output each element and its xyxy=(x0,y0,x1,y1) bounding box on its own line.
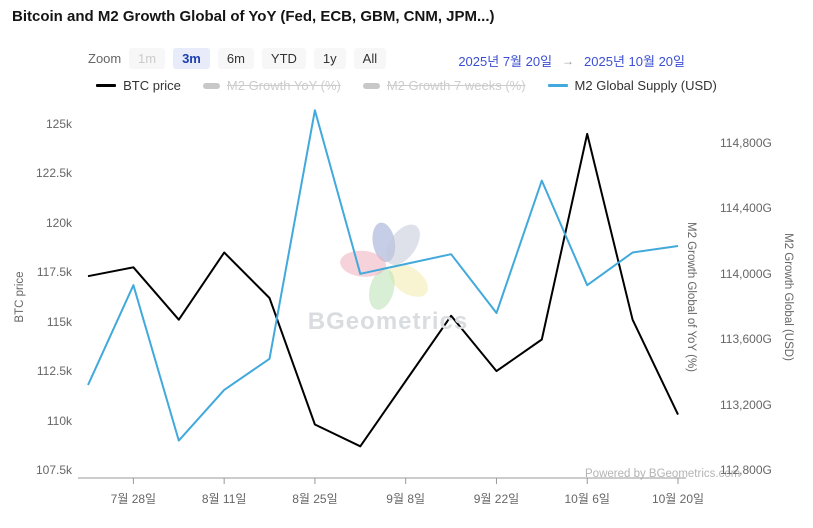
right-axis-usd-title: M2 Growth Global (USD) xyxy=(782,233,794,361)
x-axis-tick-label: 10월 6일 xyxy=(564,492,610,506)
left-axis-tick-label: 115k xyxy=(46,314,72,329)
left-axis-tick-label: 117.5k xyxy=(36,265,72,280)
range-buttons: 1m 3m 6m YTD 1y All xyxy=(129,48,387,69)
right-axis-yoy-title: M2 Growth Global of YoY (%) xyxy=(685,222,697,372)
legend-item-m2-growth-7-weeks[interactable]: M2 Growth 7 weeks (%) xyxy=(362,78,526,93)
x-axis-tick-label: 9월 22일 xyxy=(473,492,520,506)
x-axis-tick-label: 10월 20일 xyxy=(651,492,705,506)
left-axis-tick-label: 125k xyxy=(45,117,72,131)
range-button-3m[interactable]: 3m xyxy=(173,48,210,69)
left-axis-tick-label: 120k xyxy=(45,215,72,230)
date-to[interactable]: 2025년 10월 20일 xyxy=(584,54,685,69)
legend-item-m2-global-supply-usd[interactable]: M2 Global Supply (USD) xyxy=(547,78,717,93)
chart-title: Bitcoin and M2 Growth Global of YoY (Fed… xyxy=(12,8,495,25)
legend-label: M2 Growth 7 weeks (%) xyxy=(386,78,526,93)
legend-label: BTC price xyxy=(123,78,181,93)
legend-marker-icon xyxy=(96,84,117,87)
range-button-all[interactable]: All xyxy=(353,48,387,69)
btc-price-line xyxy=(87,132,679,448)
x-axis-tick-label: 8월 11일 xyxy=(201,492,247,506)
right-axis-tick-label: 114,800G xyxy=(720,136,772,150)
left-axis-tick-label: 112.5k xyxy=(36,364,72,379)
range-button-ytd[interactable]: YTD xyxy=(261,48,306,69)
watermark-text: BGeometrics xyxy=(307,308,469,335)
range-button-6m[interactable]: 6m xyxy=(217,48,254,69)
range-button-1m: 1m xyxy=(129,48,166,69)
legend-item-m2-growth-yoy[interactable]: M2 Growth YoY (%) xyxy=(202,78,341,93)
legend-marker-icon xyxy=(202,82,220,89)
legend-label: M2 Global Supply (USD) xyxy=(574,78,717,93)
right-axis-tick-label: 112,800G xyxy=(720,463,772,477)
powered-by[interactable]: Powered by BGeometrics.com xyxy=(585,468,741,480)
x-axis-tick-label: 9월 8일 xyxy=(386,492,426,506)
left-axis-tick-label: 107.5k xyxy=(35,463,72,477)
m2-global-supply-usd-line xyxy=(87,109,679,442)
legend: BTC price M2 Growth YoY (%) M2 Growth 7 we… xyxy=(0,78,813,93)
legend-marker-icon xyxy=(547,84,568,87)
zoom-label: Zoom xyxy=(88,51,122,66)
right-axis-tick-label: 113,600G xyxy=(720,332,772,347)
x-axis-tick-label: 7월 28일 xyxy=(110,492,157,506)
right-axis-tick-label: 114,000G xyxy=(720,266,772,281)
left-axis-tick-label: 110k xyxy=(46,413,72,428)
legend-item-btc-price[interactable]: BTC price xyxy=(96,78,181,93)
range-button-1y[interactable]: 1y xyxy=(313,48,346,69)
arrow-right-icon: → xyxy=(562,53,575,68)
right-axis-tick-label: 114,400G xyxy=(720,201,772,216)
bgeometrics-logo-icon xyxy=(340,222,428,310)
legend-label: M2 Growth YoY (%) xyxy=(226,78,341,93)
legend-marker-icon xyxy=(362,82,380,89)
range-selector-toolbar: Zoom 1m 3m 6m YTD 1y All 2025년 7월 20일 → 2025년… xyxy=(0,48,813,72)
right-axis-tick-label: 113,200G xyxy=(720,397,772,412)
left-axis-tick-label: 122.5k xyxy=(35,166,72,181)
date-from[interactable]: 2025년 7월 20일 xyxy=(458,54,553,69)
date-range[interactable]: 2025년 7월 20일 → 2025년 10월 20일 xyxy=(458,51,685,70)
x-axis-tick-label: 8월 25일 xyxy=(292,492,338,506)
